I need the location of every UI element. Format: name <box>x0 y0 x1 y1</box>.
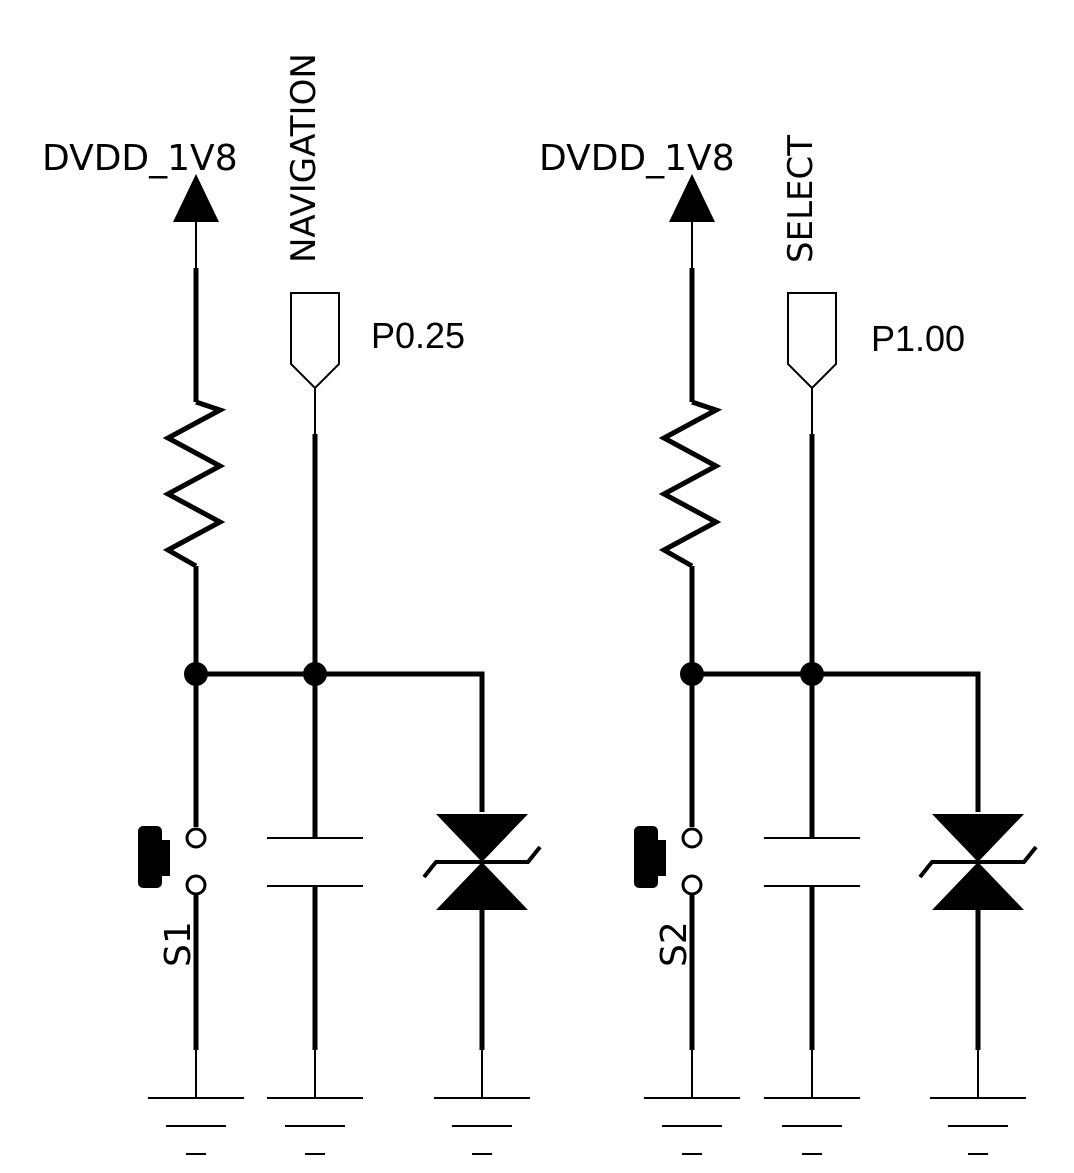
circuit-select: DVDD_1V8 SELECT P1.00 S2 <box>539 135 1038 1155</box>
capacitor <box>267 674 363 1050</box>
switch-label: S2 <box>654 921 695 967</box>
capacitor <box>764 674 860 1050</box>
resistor-zigzag <box>658 399 723 569</box>
pullup-resistor <box>658 268 723 674</box>
pullup-resistor <box>162 268 227 674</box>
push-button-switch: S1 <box>138 674 207 1050</box>
switch-contact <box>185 874 207 896</box>
net-label: NAVIGATION <box>284 53 324 263</box>
tvs-triangle-bottom <box>436 862 528 910</box>
switch-actuator-icon <box>138 826 162 888</box>
ground-symbol <box>434 1050 530 1155</box>
ground-symbol <box>644 1050 740 1155</box>
power-supply: DVDD_1V8 <box>42 138 238 268</box>
pin-label: P1.00 <box>871 318 965 359</box>
tvs-triangle-bottom <box>932 862 1024 910</box>
circuit-navigation: DVDD_1V8 NAVIGATION P0.25 S1 <box>42 53 542 1155</box>
tvs-triangle-top <box>932 814 1024 862</box>
power-arrow-icon <box>669 174 715 222</box>
tvs-zener-bar <box>422 845 542 879</box>
switch-contact <box>681 874 703 896</box>
port-shape <box>787 292 837 390</box>
switch-contact <box>185 827 207 849</box>
resistor-zigzag <box>162 399 227 569</box>
switch-actuator-icon <box>634 826 658 888</box>
switch-actuator-stem <box>654 840 666 876</box>
switch-label: S1 <box>158 921 199 967</box>
pin-label: P0.25 <box>371 315 465 356</box>
switch-actuator-stem <box>158 840 170 876</box>
ground-symbol <box>148 1050 244 1155</box>
power-arrow-icon <box>173 174 219 222</box>
tvs-zener-bar <box>918 845 1038 879</box>
tvs-diode <box>918 814 1038 1050</box>
tvs-triangle-top <box>436 814 528 862</box>
net-label: SELECT <box>781 135 821 263</box>
port-symbol: P0.25 <box>290 292 465 674</box>
power-label: DVDD_1V8 <box>42 138 238 179</box>
push-button-switch: S2 <box>634 674 703 1050</box>
ground-symbol <box>764 1050 860 1155</box>
ground-symbol <box>267 1050 363 1155</box>
switch-contact <box>681 827 703 849</box>
power-label: DVDD_1V8 <box>539 138 735 179</box>
port-shape <box>290 292 340 390</box>
ground-symbol <box>930 1050 1026 1155</box>
port-symbol: P1.00 <box>787 292 965 674</box>
power-supply: DVDD_1V8 <box>539 138 735 268</box>
tvs-diode <box>422 814 542 1050</box>
